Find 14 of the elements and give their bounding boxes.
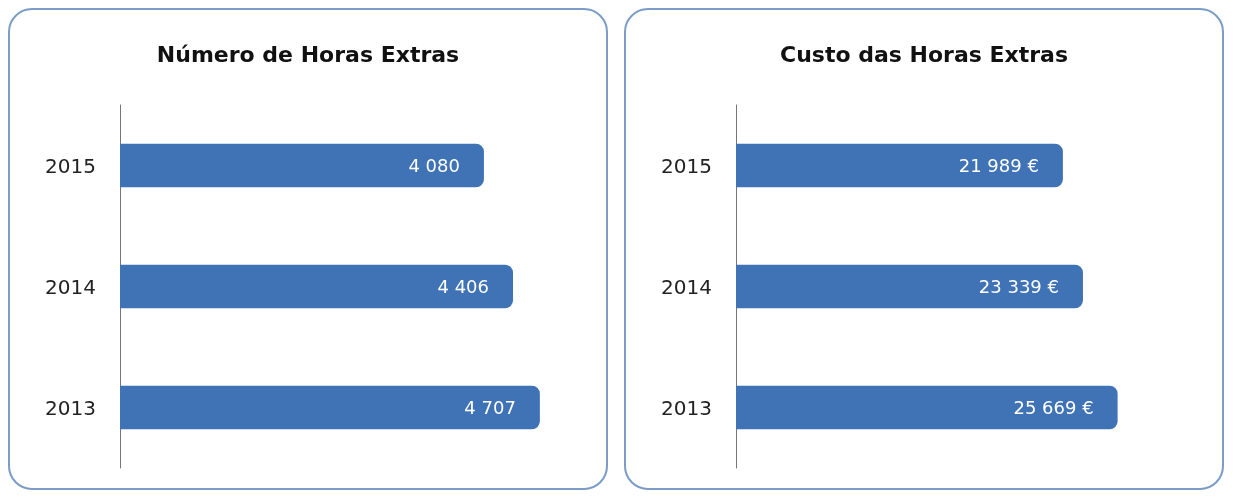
chart-title: Número de Horas Extras [156, 41, 460, 67]
y-tick-label: 2015 [45, 153, 96, 178]
y-tick-label: 2013 [661, 395, 712, 420]
data-label: 4 080 [408, 155, 460, 176]
chart-title: Custo das Horas Extras [779, 41, 1069, 67]
y-tick-label: 2014 [45, 274, 96, 299]
data-label: 25 669 € [1013, 397, 1094, 418]
data-label: 4 406 [437, 276, 490, 297]
data-label: 21 989 € [958, 155, 1039, 176]
data-label: 4 707 [464, 397, 516, 418]
y-tick-label: 2015 [661, 153, 712, 178]
y-tick-label: 2013 [45, 395, 96, 420]
data-label: 23 339 € [978, 276, 1059, 297]
y-tick-label: 2014 [661, 274, 712, 299]
